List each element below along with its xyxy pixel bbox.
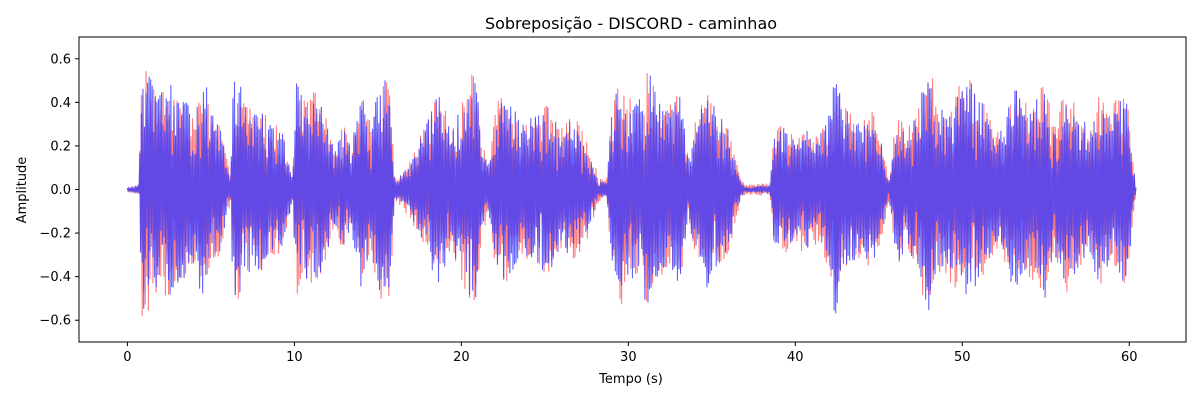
y-axis: −0.6 −0.4 −0.2 0.0 0.2 0.4 0.6: [39, 52, 79, 329]
x-tick-label: 60: [1121, 350, 1138, 365]
x-axis: 0 10 20 30 40 50 60: [123, 342, 1138, 365]
y-tick-label: −0.6: [39, 314, 71, 329]
x-tick-label: 40: [787, 350, 804, 365]
series-line-2: [126, 75, 1137, 314]
y-tick-label: −0.2: [39, 227, 71, 242]
x-axis-label: Tempo (s): [598, 372, 663, 387]
x-tick-label: 10: [286, 350, 303, 365]
x-tick-label: 30: [620, 350, 637, 365]
y-tick-label: −0.4: [39, 270, 71, 285]
y-tick-label: 0.2: [50, 139, 71, 154]
chart-title: Sobreposição - DISCORD - caminhao: [485, 14, 777, 33]
y-tick-label: 0.0: [50, 183, 71, 198]
y-tick-label: 0.6: [50, 52, 71, 67]
y-tick-label: 0.4: [50, 96, 71, 111]
x-tick-label: 20: [453, 350, 470, 365]
x-tick-label: 0: [123, 350, 131, 365]
x-tick-label: 50: [954, 350, 971, 365]
series-layer: [126, 71, 1137, 317]
y-axis-label: Amplitude: [15, 157, 30, 224]
